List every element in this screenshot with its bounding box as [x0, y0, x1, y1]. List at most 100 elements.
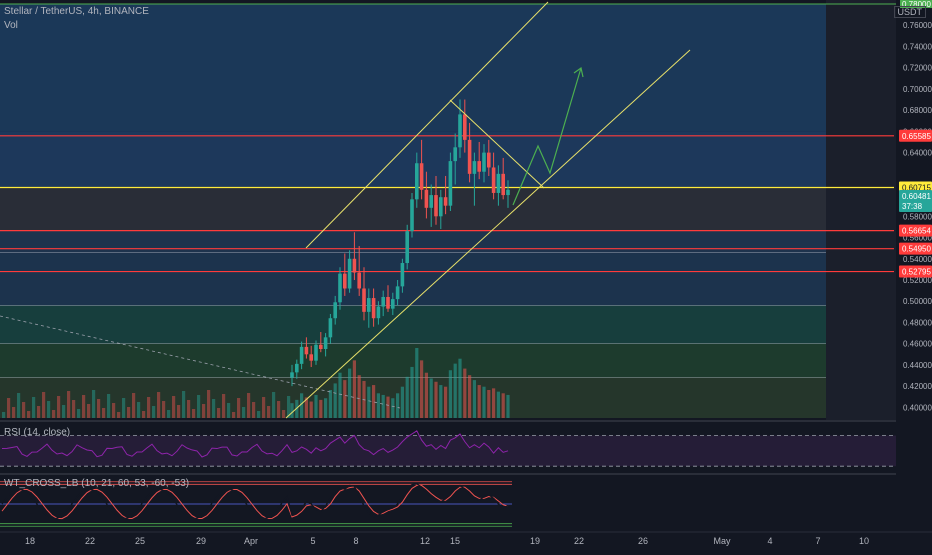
time-tick: 18	[25, 536, 35, 546]
price-tick: 0.72000	[903, 64, 932, 73]
candle-body[interactable]	[400, 263, 405, 287]
candle-body[interactable]	[472, 161, 477, 174]
candle-body[interactable]	[419, 163, 424, 190]
time-tick: 22	[574, 536, 584, 546]
volume-bar	[386, 396, 390, 418]
candle-body[interactable]	[482, 152, 486, 172]
volume-bar	[217, 408, 221, 418]
candle-body[interactable]	[333, 302, 337, 319]
candle-body[interactable]	[391, 299, 395, 309]
channel-lower-line[interactable]	[285, 49, 691, 419]
candle-body[interactable]	[415, 163, 419, 200]
candle-body[interactable]	[487, 152, 491, 168]
price-tick: 0.64000	[903, 149, 932, 158]
candle-body[interactable]	[395, 286, 400, 300]
volume-bar	[127, 407, 131, 418]
candle-body[interactable]	[506, 189, 510, 196]
volume-bar	[300, 393, 304, 418]
candle-body[interactable]	[290, 372, 294, 378]
price-level-badge[interactable]	[899, 265, 932, 278]
rsi-legend[interactable]: RSI (14, close)	[4, 427, 71, 438]
candle-body[interactable]	[453, 147, 457, 162]
volume-bar	[487, 390, 491, 418]
volume-bar	[372, 385, 376, 418]
candle-body[interactable]	[443, 197, 448, 206]
dashed-trendline[interactable]	[0, 315, 401, 409]
candle-body[interactable]	[463, 114, 467, 140]
candle-body[interactable]	[501, 173, 505, 196]
candle-body[interactable]	[371, 298, 376, 319]
candle-body[interactable]	[405, 231, 409, 264]
candle-body[interactable]	[328, 318, 333, 338]
price-level-badge[interactable]	[899, 242, 932, 255]
candle-body[interactable]	[491, 167, 496, 193]
volume-bar	[7, 398, 11, 418]
volume-bar	[463, 368, 467, 418]
volume-legend[interactable]: Vol	[4, 20, 18, 31]
candle-body[interactable]	[448, 161, 453, 206]
price-level-badge[interactable]	[899, 224, 932, 237]
volume-bar	[147, 397, 151, 418]
volume-bar	[47, 401, 51, 418]
candle-body[interactable]	[338, 273, 342, 303]
time-axis: 18 22 25 29 Apr 5 8 12 15 19 22 26 May 4 7 10	[0, 531, 932, 546]
candles	[290, 99, 510, 387]
candle-body[interactable]	[429, 195, 433, 208]
candle-body[interactable]	[386, 296, 390, 309]
volume-bar	[22, 402, 26, 418]
candle-body[interactable]	[434, 195, 438, 217]
candle-body[interactable]	[376, 306, 381, 319]
rsi-line[interactable]	[1, 430, 509, 458]
candle-body[interactable]	[309, 354, 313, 361]
volume-bar	[247, 393, 251, 418]
price-level-badge[interactable]	[899, 129, 932, 142]
candle-body[interactable]	[477, 161, 481, 172]
volume-bar	[309, 401, 313, 418]
price-tick: 0.52000	[903, 276, 932, 285]
volume-bar	[405, 376, 409, 418]
time-tick: 10	[859, 536, 869, 546]
symbol-legend[interactable]: Stellar / TetherUS, 4h, BINANCE	[4, 6, 149, 17]
wedge-line[interactable]	[449, 99, 545, 189]
time-tick: 22	[85, 536, 95, 546]
volume-bar	[212, 399, 216, 418]
candle-body[interactable]	[424, 189, 429, 208]
price-level-label: 0.65585	[902, 132, 931, 141]
currency-label[interactable]: USDT	[893, 6, 926, 18]
candle-body[interactable]	[352, 258, 357, 273]
candle-body[interactable]	[299, 346, 304, 364]
candle-body[interactable]	[323, 337, 328, 349]
candle-body[interactable]	[439, 197, 443, 217]
candle-body[interactable]	[295, 363, 299, 373]
volume-bar	[232, 412, 236, 418]
volume-bar	[391, 398, 395, 418]
volume-bar	[12, 407, 16, 418]
current-price-badge[interactable]	[899, 189, 932, 212]
candle-body[interactable]	[304, 346, 309, 355]
candle-body[interactable]	[362, 288, 366, 312]
candle-body[interactable]	[458, 114, 462, 148]
volume-bar	[27, 411, 31, 418]
candle-body[interactable]	[367, 298, 371, 312]
candle-body[interactable]	[496, 173, 501, 193]
candle-body[interactable]	[314, 344, 318, 361]
candle-body[interactable]	[381, 296, 385, 307]
channel-upper-line[interactable]	[305, 1, 549, 249]
wt1-line[interactable]	[1, 482, 509, 520]
volume-bar	[37, 406, 41, 418]
candle-body[interactable]	[467, 139, 472, 174]
wt2-line[interactable]	[1, 484, 509, 520]
candle-body[interactable]	[410, 199, 414, 232]
candle-body[interactable]	[357, 272, 361, 289]
candle-body[interactable]	[343, 273, 347, 289]
volume-bar	[132, 393, 136, 418]
projection-path[interactable]	[512, 67, 582, 206]
time-tick: 26	[638, 536, 648, 546]
wt-cross-legend[interactable]: WT_CROSS_LB (10, 21, 60, 53, -60, -53)	[4, 478, 190, 489]
price-zone	[0, 305, 826, 344]
candle-body[interactable]	[347, 258, 352, 289]
volume-bar	[67, 391, 71, 418]
candle-body[interactable]	[319, 344, 323, 349]
